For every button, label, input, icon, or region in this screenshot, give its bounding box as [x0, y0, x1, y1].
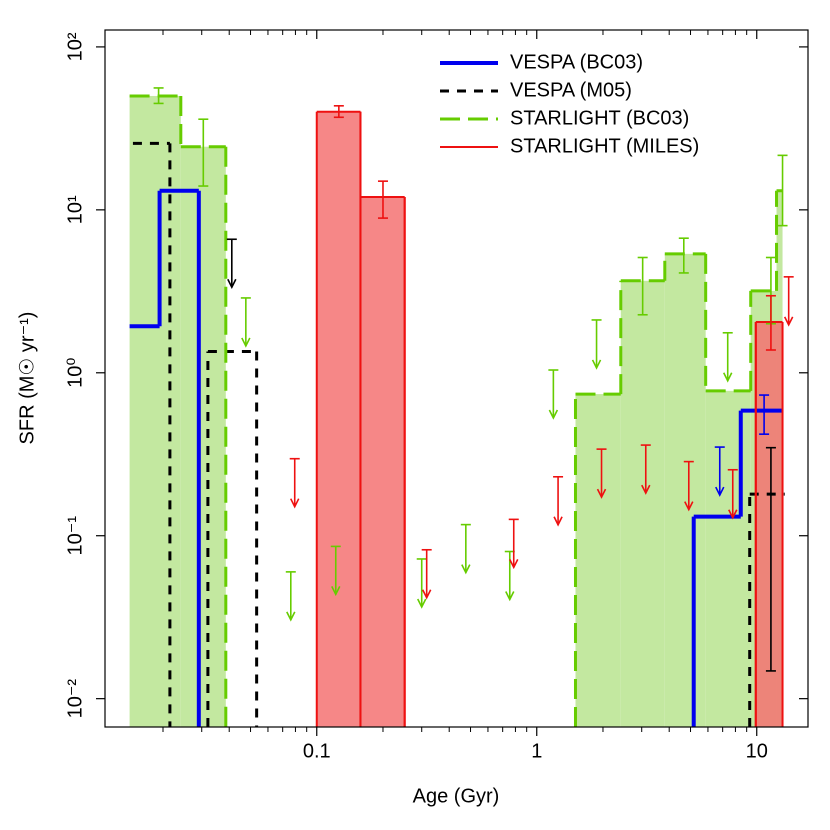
upper-limit-arrowhead: [553, 516, 563, 527]
y-tick-label: 10⁻¹: [64, 516, 86, 556]
histogram-bar: [129, 95, 181, 728]
upper-limit-arrowhead: [728, 509, 738, 520]
upper-limit-arrowhead: [505, 591, 515, 602]
legend-label: STARLIGHT (MILES): [510, 135, 699, 157]
upper-limit-arrowhead: [417, 598, 427, 609]
histogram-bar: [755, 321, 783, 727]
series-outline: [132, 141, 785, 727]
upper-limit-arrowhead: [286, 611, 296, 622]
y-axis-title: SFR (M☉ yr⁻¹): [16, 312, 38, 445]
fills: [129, 95, 783, 728]
upper-limit-arrowhead: [591, 359, 602, 370]
upper-limit-arrowhead: [715, 486, 725, 497]
upper-limit-arrowhead: [548, 409, 559, 420]
legend-label: VESPA (M05): [510, 79, 632, 101]
y-tick-label: 10⁻²: [64, 679, 86, 719]
upper-limit-arrowhead: [723, 372, 733, 383]
histogram-bar: [575, 394, 621, 727]
upper-limit-arrowhead: [241, 337, 251, 348]
legend-label: STARLIGHT (BC03): [510, 107, 689, 129]
upper-limit-arrowhead: [461, 564, 471, 575]
series-errors: [289, 105, 794, 600]
series-errors: [153, 87, 788, 622]
y-tick-label: 10¹: [64, 195, 86, 224]
histogram-bar: [360, 196, 405, 727]
series-outline: [315, 110, 784, 727]
upper-limit-arrowhead: [641, 484, 651, 495]
histogram-bar: [705, 390, 751, 727]
histogram-bar: [180, 146, 226, 727]
x-tick-label: 0.1: [303, 740, 331, 762]
x-tick-label: 1: [531, 740, 542, 762]
x-axis-title: Age (Gyr): [413, 785, 500, 807]
upper-limit-arrowhead: [421, 589, 432, 600]
histogram-bar: [620, 280, 665, 727]
x-tick-label: 10: [746, 740, 768, 762]
series-errors: [226, 238, 776, 672]
histogram-bar: [316, 111, 361, 728]
upper-limit-arrowhead: [783, 316, 794, 327]
legend: VESPA (BC03) VESPA (M05) STARLIGHT (BC03) S…: [440, 51, 699, 157]
upper-limit-arrowhead: [290, 498, 300, 509]
y-tick-label: 10⁰: [64, 358, 86, 388]
upper-limit-arrowhead: [509, 559, 519, 570]
y-tick-label: 10²: [64, 32, 86, 61]
plot-frame: [104, 29, 809, 728]
histogram-bar: [664, 253, 706, 728]
upper-limit-arrowhead: [684, 501, 694, 512]
upper-limit-arrowhead: [596, 488, 607, 499]
upper-limit-arrowhead: [331, 586, 341, 597]
series-outline: [129, 94, 783, 727]
series-errors: [714, 394, 770, 497]
legend-label: VESPA (BC03): [510, 51, 643, 73]
upper-limit-arrowhead: [227, 278, 237, 290]
